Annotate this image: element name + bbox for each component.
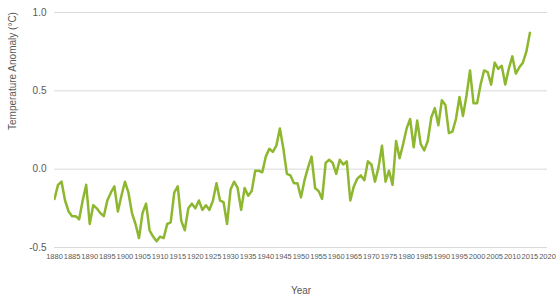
svg-text:1890: 1890 [81,252,98,261]
svg-text:1985: 1985 [416,252,433,261]
svg-text:1950: 1950 [293,252,310,261]
svg-text:1960: 1960 [328,252,345,261]
svg-text:1905: 1905 [134,252,151,261]
svg-text:1935: 1935 [240,252,257,261]
svg-text:1955: 1955 [310,252,327,261]
svg-text:Year: Year [291,285,312,296]
svg-text:1900: 1900 [117,252,134,261]
svg-text:1910: 1910 [152,252,169,261]
svg-text:1995: 1995 [451,252,468,261]
svg-text:1895: 1895 [99,252,116,261]
svg-text:1980: 1980 [398,252,415,261]
svg-text:-0.5: -0.5 [29,242,47,253]
svg-text:0.5: 0.5 [33,85,47,96]
svg-text:1920: 1920 [187,252,204,261]
svg-text:1965: 1965 [345,252,362,261]
svg-text:2000: 2000 [469,252,486,261]
svg-text:2020: 2020 [539,252,556,261]
svg-text:1.0: 1.0 [33,7,47,18]
svg-text:1915: 1915 [169,252,186,261]
svg-text:1930: 1930 [222,252,239,261]
svg-text:1880: 1880 [46,252,63,261]
svg-text:1970: 1970 [363,252,380,261]
svg-text:1945: 1945 [275,252,292,261]
svg-text:1925: 1925 [205,252,222,261]
svg-text:1885: 1885 [64,252,81,261]
svg-text:0.0: 0.0 [33,163,47,174]
svg-text:Temperature Anomaly (°C): Temperature Anomaly (°C) [7,12,18,130]
svg-text:1940: 1940 [257,252,274,261]
svg-text:1975: 1975 [381,252,398,261]
svg-text:2015: 2015 [522,252,539,261]
svg-text:2005: 2005 [486,252,503,261]
svg-text:1990: 1990 [434,252,451,261]
svg-text:2010: 2010 [504,252,521,261]
